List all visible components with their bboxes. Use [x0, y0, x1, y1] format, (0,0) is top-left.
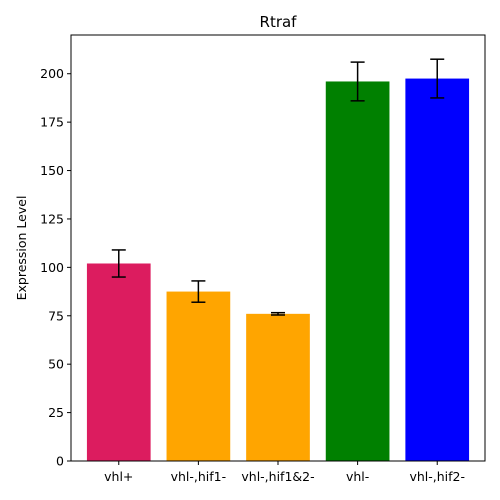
y-axis-ticks: 0 25 50 75 100 125 150 175 200 [40, 66, 71, 469]
y-tick-label: 75 [48, 308, 64, 323]
y-tick-label: 50 [48, 357, 64, 372]
y-tick-label: 150 [40, 163, 64, 178]
bars-layer [86, 78, 470, 462]
x-axis-ticks: vhl+ vhl-,hif1- vhl-,hif1&2- vhl-vhl-,hif2- [104, 461, 465, 484]
chart-title: Rtraf [260, 13, 298, 31]
y-tick-label: 0 [56, 454, 64, 469]
error-bar-vhl-hif1-2 [271, 311, 285, 316]
y-tick-label: 200 [40, 66, 64, 81]
bar-vhl-hif1-2 [246, 313, 310, 461]
y-tick-label: 100 [40, 260, 64, 275]
x-tick-label: vhl-,hif1&2- [241, 469, 314, 484]
plot-frame [70, 34, 486, 462]
x-tick-label: vhl-,hif1- [171, 469, 227, 484]
bar-vhl-hif2 [405, 78, 470, 462]
y-tick-label: 25 [48, 405, 64, 420]
x-tick-label: vhl- [346, 469, 369, 484]
bar-vhl-hif1 [166, 291, 231, 461]
bar-vhl [325, 81, 390, 462]
error-bar-vhl-hif2 [430, 58, 445, 99]
y-axis-label: Expression Level [14, 196, 29, 301]
x-tick-label: vhl+ [104, 469, 133, 484]
y-tick-label: 125 [40, 211, 64, 226]
error-bar-vhl-hif1 [191, 280, 206, 303]
y-tick-label: 175 [40, 115, 64, 130]
error-bars-layer [111, 58, 445, 316]
bar-vhl [86, 263, 151, 461]
x-tick-label: vhl-,hif2- [409, 469, 465, 484]
error-bar-vhl [350, 61, 365, 102]
error-bar-vhl [111, 249, 126, 278]
